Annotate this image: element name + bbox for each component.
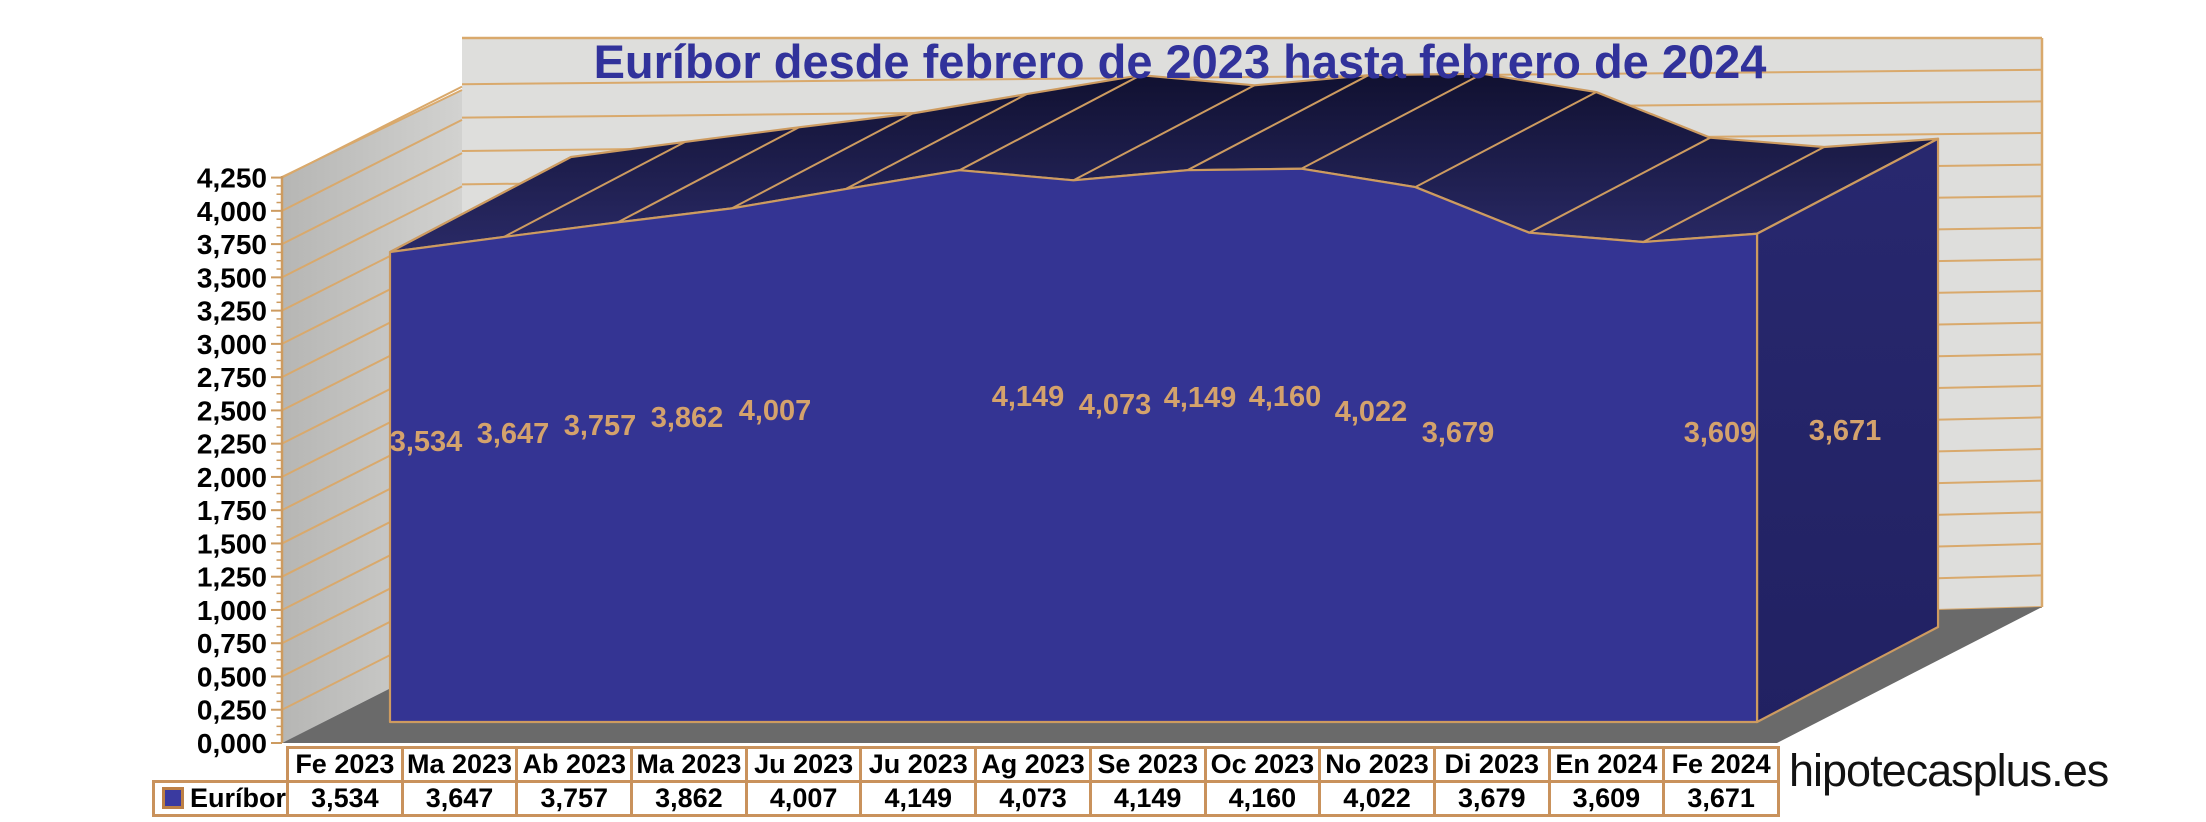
y-tick-label: 3,000	[197, 329, 267, 360]
y-tick-label: 3,500	[197, 262, 267, 293]
table-header-cell: Di 2023	[1432, 746, 1551, 783]
area-front-face	[388, 167, 1759, 724]
back-wall-gridline	[461, 68, 2043, 86]
area-depth-edge	[389, 156, 572, 253]
area-depth-edge	[1073, 84, 1255, 182]
y-tick-label: 3,250	[197, 296, 267, 327]
area-depth-edge	[845, 93, 1028, 190]
table-header-cell: Ab 2023	[515, 746, 634, 783]
table-header-cell: En 2024	[1547, 746, 1666, 783]
table-header-cell: Se 2023	[1088, 746, 1207, 783]
y-tick-label: 3,750	[197, 229, 267, 260]
y-tick-label: 4,000	[197, 196, 267, 227]
y-tick-label: 2,500	[197, 395, 267, 426]
area-depth-edge	[1528, 136, 1711, 234]
data-label: 3,757	[564, 410, 637, 442]
table-value-cell: 3,534	[286, 780, 404, 817]
table-header-cell: Fe 2023	[286, 746, 404, 783]
data-label: 4,007	[739, 395, 812, 427]
y-tick-label: 2,750	[197, 362, 267, 393]
table-value-cell: 4,022	[1318, 780, 1436, 817]
y-axis: 0,0000,2500,5000,7501,0001,2501,5001,750…	[197, 163, 284, 759]
data-label: 4,149	[1164, 382, 1237, 414]
table-header-cell: Oc 2023	[1203, 746, 1322, 783]
legend-swatch-icon	[162, 787, 184, 809]
table-header-row: Fe 2023 Ma 2023 Ab 2023 Ma 2023 Ju 2023 Ju 20…	[154, 746, 1780, 783]
data-label: 4,073	[1079, 389, 1152, 421]
table-header-cell: Ma 2023	[630, 746, 748, 783]
data-label: 3,534	[390, 426, 463, 458]
table-value-cell: 3,647	[400, 780, 519, 817]
y-tick-label: 1,000	[197, 595, 267, 626]
left-wall-gridline	[281, 152, 463, 245]
y-tick-label: 2,000	[197, 462, 267, 493]
table-header-cell: Fe 2024	[1662, 746, 1780, 783]
area-depth-edge	[1414, 91, 1597, 188]
data-labels: 3,534 3,647 3,757 3,862 4,007 4,149 4,073 4,149…	[390, 381, 1882, 458]
area-depth-edge	[617, 126, 800, 224]
data-label: 4,160	[1249, 381, 1322, 413]
table-value-cell: 3,679	[1432, 780, 1551, 817]
data-label: 4,149	[992, 381, 1065, 413]
y-tick-label: 1,500	[197, 528, 267, 559]
y-tick-label: 4,250	[197, 163, 267, 194]
y-tick-label: 0,000	[197, 728, 267, 759]
legend-cell: Euríbor	[151, 780, 290, 817]
data-label: 3,647	[477, 418, 550, 450]
area-series-band	[388, 72, 1940, 724]
table-value-cell: 4,149	[859, 780, 978, 817]
area-depth-edge	[1186, 74, 1369, 172]
table-value-cell: 4,149	[1088, 780, 1207, 817]
y-tick-label: 1,750	[197, 495, 267, 526]
area-depth-edge	[1642, 146, 1825, 243]
table-header-cell: Ju 2023	[744, 746, 863, 783]
data-label: 3,679	[1422, 417, 1495, 449]
table-value-cell: 3,671	[1662, 780, 1780, 817]
brand-wordmark: hipotecasplus.es	[1789, 745, 2109, 796]
y-tick-label: 0,500	[197, 661, 267, 692]
table-value-cell: 4,007	[744, 780, 863, 817]
y-tick-label: 0,250	[197, 695, 267, 726]
y-tick-label: 2,250	[197, 429, 267, 460]
table-value-cell: 4,073	[974, 780, 1092, 817]
area-depth-edge	[1300, 72, 1483, 170]
table-value-cell: 3,862	[630, 780, 748, 817]
data-label: 3,609	[1684, 417, 1757, 449]
legend-series-label: Euríbor	[190, 783, 287, 813]
left-wall-gridline	[281, 118, 463, 212]
table-header-cell: Ju 2023	[859, 746, 978, 783]
y-tick-label: 0,750	[197, 628, 267, 659]
data-label: 3,862	[651, 402, 724, 434]
data-label: 3,671	[1809, 415, 1882, 447]
data-label: 4,022	[1335, 396, 1408, 428]
table-value-row: Euríbor 3,534 3,647 3,757 3,862 4,007 4,149 4,0…	[151, 780, 1780, 817]
left-wall-gridline	[281, 185, 463, 279]
table-header-cell: No 2023	[1318, 746, 1436, 783]
area-depth-edge	[503, 141, 686, 238]
area-depth-edge	[731, 112, 914, 210]
table-header-cell: Ag 2023	[974, 746, 1092, 783]
table-value-cell: 4,160	[1203, 780, 1322, 817]
data-table: Fe 2023 Ma 2023 Ab 2023 Ma 2023 Ju 2023 Ju 20…	[151, 746, 1780, 817]
table-value-cell: 3,609	[1547, 780, 1666, 817]
area-depth-edge	[959, 74, 1142, 172]
chart-title: Euríbor desde febrero de 2023 hasta febr…	[593, 35, 1767, 88]
table-value-cell: 3,757	[515, 780, 634, 817]
table-corner-cell	[154, 748, 288, 782]
y-tick-label: 1,250	[197, 562, 267, 593]
left-wall-top-border	[281, 89, 463, 178]
table-header-cell: Ma 2023	[400, 746, 519, 783]
